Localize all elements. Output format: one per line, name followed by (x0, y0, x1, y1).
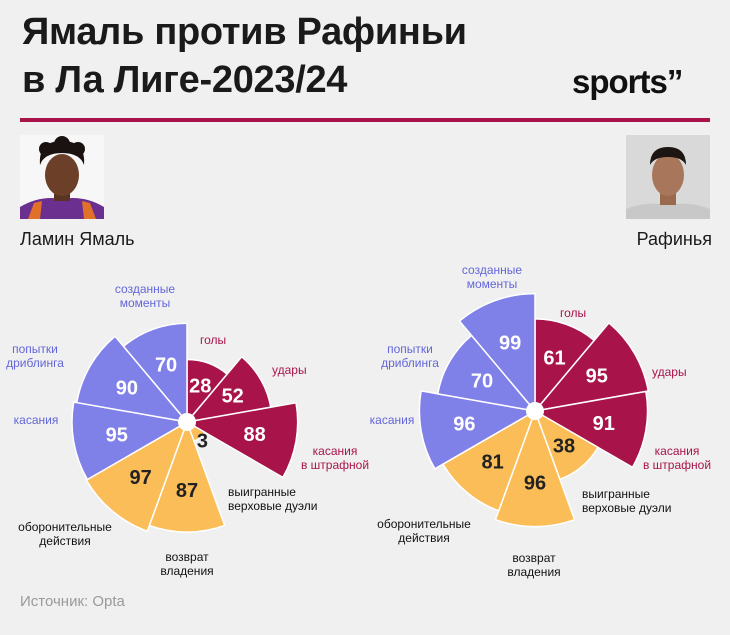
data-label: 90 (116, 377, 138, 399)
rose-wedge (533, 321, 650, 413)
data-label: 3 (197, 430, 208, 452)
category-label: выигранные верховые дуэли (228, 485, 317, 513)
category-label: оборонительные действия (18, 520, 112, 548)
data-label: 87 (176, 480, 198, 502)
rose-wedge (442, 409, 537, 512)
source-note: Источник: Opta (20, 593, 125, 610)
data-label: 96 (453, 413, 475, 435)
avatar-yamal-icon (20, 135, 104, 219)
player-photo-yamal (20, 135, 104, 219)
category-label: касания в штрафной (643, 444, 711, 472)
avatar-raphinha-icon (626, 135, 710, 219)
rose-wedge (85, 420, 189, 533)
data-label: 81 (482, 451, 504, 473)
category-label: возврат владения (160, 550, 213, 578)
category-label: попытки дриблинга (6, 342, 64, 370)
rose-wedge (418, 390, 538, 470)
rose-wedge (71, 401, 190, 481)
data-label: 96 (524, 473, 546, 495)
player-photo-raphinha (626, 135, 710, 219)
rose-wedge (534, 318, 596, 414)
data-label: 28 (189, 376, 211, 398)
category-label: попытки дриблинга (381, 342, 439, 370)
sports-logo: sports” (572, 63, 683, 100)
category-label: созданные моменты (462, 263, 522, 291)
category-label: касания (370, 413, 415, 427)
category-label: удары (272, 363, 307, 377)
data-label: 70 (471, 370, 493, 392)
data-label: 97 (130, 467, 152, 489)
category-label: удары (652, 365, 687, 379)
rose-wedge (436, 334, 537, 413)
data-label: 88 (243, 424, 265, 446)
data-label: 95 (586, 365, 608, 387)
player-name-yamal: Ламин Ямаль (20, 229, 135, 249)
rose-hub (526, 402, 544, 420)
category-label: голы (200, 333, 226, 347)
category-label: голы (560, 306, 586, 320)
rose-wedge (532, 390, 649, 469)
rose-wedge (75, 335, 189, 424)
data-label: 38 (553, 436, 575, 458)
rose-wedge (184, 401, 299, 479)
player-name-raphinha: Рафинья (636, 229, 712, 249)
title-line-2: в Ла Лиге-2023/24 (22, 59, 348, 101)
title-line-1: Ямаль против Рафиньи (22, 11, 467, 53)
rose-wedge (122, 322, 188, 425)
rose-wedge (494, 408, 576, 528)
category-label: выигранные верховые дуэли (582, 487, 671, 515)
rose-wedge (458, 292, 536, 414)
divider (20, 118, 710, 122)
category-label: возврат владения (507, 551, 560, 579)
data-label: 70 (155, 354, 177, 376)
category-label: созданные моменты (115, 282, 175, 310)
data-label: 61 (543, 347, 565, 369)
data-label: 95 (106, 424, 128, 446)
data-label: 52 (222, 386, 244, 408)
category-label: оборонительные действия (377, 517, 471, 545)
category-label: касания в штрафной (301, 444, 369, 472)
page-title: Ямаль против Рафиньи в Ла Лиге-2023/24 (22, 8, 467, 104)
category-label: касания (14, 413, 59, 427)
data-label: 91 (593, 413, 615, 435)
rose-wedge (148, 419, 226, 533)
rose-hub (178, 413, 196, 431)
data-label: 99 (499, 333, 521, 355)
